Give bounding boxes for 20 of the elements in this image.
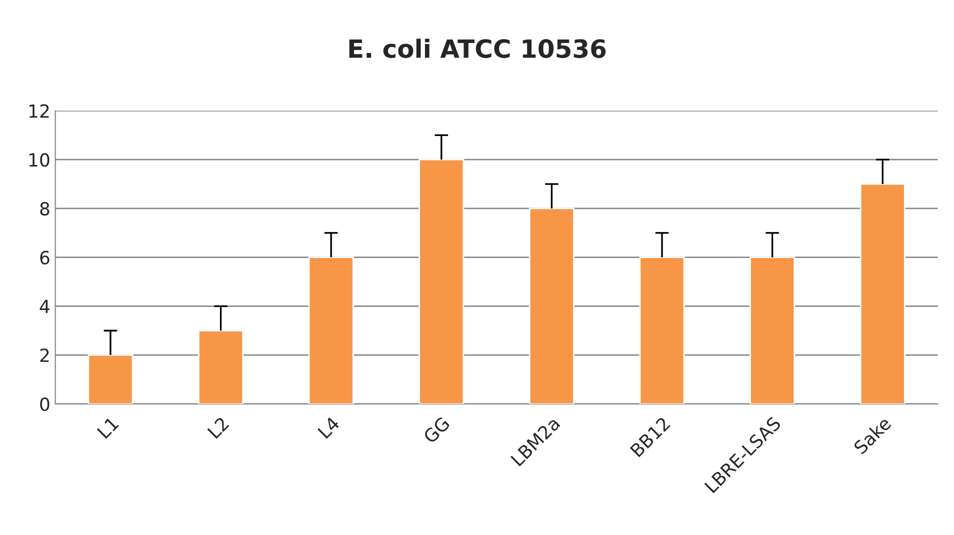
y-tick-label: 6 [40,250,50,264]
x-tick-label: L2 [207,416,230,439]
bar [750,256,796,404]
bar [528,208,574,404]
bar [198,330,244,404]
bar [639,256,685,404]
y-tick-label: 2 [40,348,49,362]
bar [88,354,134,404]
y-tick-label: 8 [40,202,50,216]
bar [308,256,354,404]
y-tick-label: 12 [29,104,49,118]
bar [418,158,464,404]
y-tick-label: 4 [40,300,50,314]
bar [860,183,906,404]
chart-title: E. coli ATCC 10536 [349,38,606,58]
y-tick-label: 0 [40,397,50,412]
x-tick-label: GG [422,416,450,444]
x-tick-label: L4 [318,416,340,439]
y-tick-label: 10 [29,153,50,167]
x-tick-label: L1 [96,416,120,439]
